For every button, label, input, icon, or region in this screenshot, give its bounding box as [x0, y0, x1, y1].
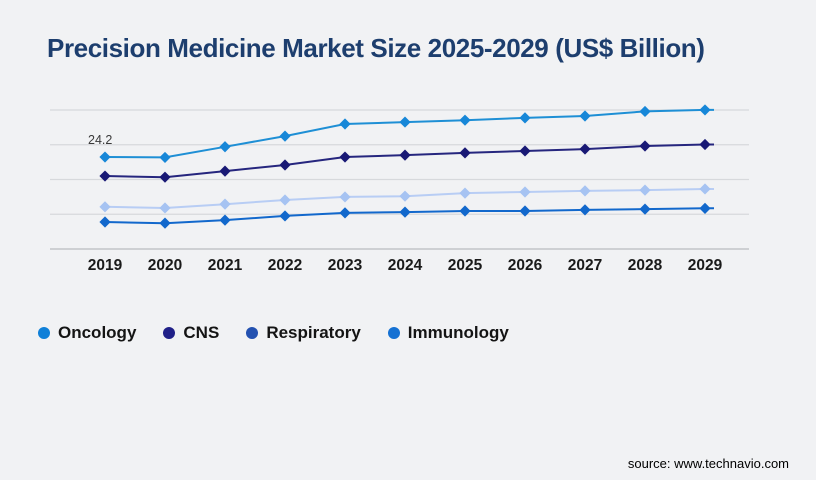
data-point-immunology [339, 207, 351, 219]
data-point-oncology [339, 118, 351, 130]
data-point-respiratory [699, 183, 711, 195]
data-point-immunology [699, 202, 711, 214]
data-point-cns [339, 151, 351, 163]
data-point-oncology [399, 116, 411, 128]
data-point-immunology [219, 214, 231, 226]
x-axis-label: 2023 [328, 257, 363, 274]
data-point-immunology [159, 217, 171, 229]
legend-label-respiratory: Respiratory [266, 323, 361, 342]
data-point-immunology [519, 205, 531, 217]
legend-label-immunology: Immunology [407, 323, 509, 342]
data-point-cns [579, 143, 591, 155]
data-point-oncology [459, 114, 471, 126]
series-line-cns [104, 143, 714, 179]
data-point-immunology [99, 216, 111, 228]
respiratory-legend-dot-icon [246, 327, 259, 339]
series-line-immunology [104, 207, 714, 225]
oncology-legend-dot-icon [38, 327, 50, 339]
data-point-respiratory [459, 187, 471, 199]
data-point-cns [219, 165, 231, 177]
data-point-respiratory [399, 190, 411, 202]
data-point-oncology [639, 105, 651, 118]
x-axis-label: 2029 [688, 257, 723, 274]
series-line-respiratory [104, 188, 714, 210]
data-point-oncology [579, 110, 591, 122]
series-line-oncology [104, 108, 714, 159]
x-axis-label: 2020 [148, 257, 182, 274]
legend-item-respiratory: Respiratory [246, 323, 361, 343]
cns-legend-dot-icon [163, 327, 176, 339]
data-point-respiratory [639, 184, 651, 196]
x-axis-label: 2025 [448, 257, 483, 274]
data-point-oncology [219, 141, 231, 153]
data-point-oncology [99, 151, 111, 163]
data-point-respiratory [159, 202, 171, 214]
x-axis-label: 2028 [628, 257, 663, 274]
legend-label-oncology: Oncology [58, 323, 137, 342]
chart-legend: Oncology CNS Respiratory Immunology [38, 323, 509, 343]
data-point-immunology [639, 203, 651, 215]
data-point-respiratory [519, 186, 531, 198]
data-point-immunology [399, 206, 411, 218]
legend-label-cns: CNS [183, 323, 220, 342]
data-point-oncology [159, 151, 171, 164]
chart-title: Precision Medicine Market Size 2025-2029… [47, 33, 705, 64]
legend-item-immunology: Immunology [387, 323, 509, 343]
data-point-respiratory [279, 194, 291, 206]
data-point-respiratory [339, 191, 351, 203]
data-point-immunology [459, 205, 471, 217]
x-axis-label: 2026 [508, 257, 543, 274]
data-point-cns [699, 138, 711, 151]
immunology-legend-dot-icon [387, 327, 400, 339]
data-point-cns [399, 149, 411, 161]
data-point-immunology [279, 210, 291, 222]
data-point-oncology [279, 130, 291, 142]
data-point-cns [159, 171, 171, 183]
x-axis-label: 2021 [208, 257, 243, 274]
source-attribution: source: www.technavio.com [627, 456, 789, 471]
x-axis-label: 2022 [268, 257, 302, 274]
x-axis-label: 2024 [388, 257, 423, 274]
data-point-cns [459, 147, 471, 159]
data-point-cns [519, 145, 531, 157]
data-point-immunology [579, 204, 591, 216]
data-point-cns [639, 140, 651, 152]
data-point-respiratory [219, 198, 231, 210]
x-axis-label: 2019 [88, 257, 123, 274]
legend-item-cns: CNS [163, 323, 219, 343]
legend-item-oncology: Oncology [38, 323, 136, 343]
data-point-oncology [699, 104, 711, 116]
data-point-cns [99, 170, 111, 182]
data-point-oncology [519, 112, 531, 124]
line-chart: 2019 2020 2021 2022 2023 2024 2025 2026 2027 2028… [50, 104, 749, 274]
x-axis-label: 2027 [568, 257, 602, 274]
data-point-respiratory [579, 185, 591, 197]
data-label: 24.2 [88, 133, 112, 147]
data-point-respiratory [99, 201, 111, 213]
data-point-cns [279, 159, 291, 171]
